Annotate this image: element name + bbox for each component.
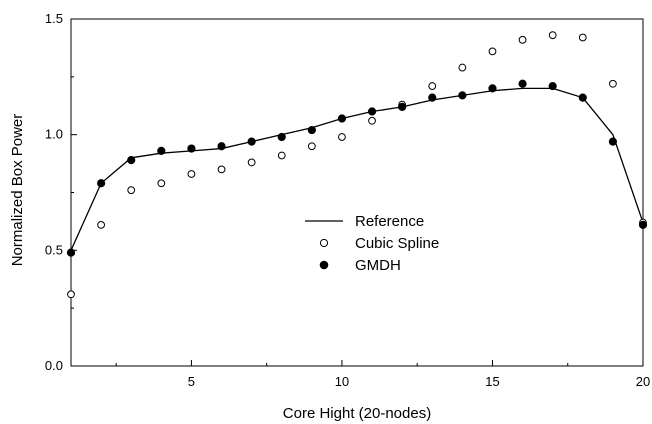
gmdh-point bbox=[488, 84, 497, 93]
gmdh-point bbox=[518, 79, 527, 88]
cubic-spline-point bbox=[127, 186, 136, 195]
data-series bbox=[66, 31, 648, 299]
series-reference bbox=[70, 87, 644, 251]
x-tick-label: 15 bbox=[485, 374, 499, 389]
cubic-spline-point bbox=[608, 79, 617, 88]
gmdh-point bbox=[458, 91, 467, 100]
gmdh-point bbox=[428, 93, 437, 102]
cubic-spline-point bbox=[338, 133, 346, 141]
gmdh-point bbox=[608, 137, 617, 146]
legend-item: Cubic Spline bbox=[319, 235, 439, 252]
gmdh-point bbox=[578, 93, 587, 102]
gmdh-point bbox=[247, 137, 256, 146]
legend-filled-circle-swatch bbox=[319, 260, 329, 270]
cubic-spline-point bbox=[307, 142, 316, 151]
plot-border bbox=[70, 18, 644, 367]
gmdh-point bbox=[307, 125, 316, 135]
legend-label: Reference bbox=[355, 213, 424, 230]
axis-ticks bbox=[71, 18, 644, 367]
cubic-spline-point bbox=[277, 151, 286, 160]
gmdh-point bbox=[277, 132, 286, 142]
cubic-spline-point bbox=[458, 63, 467, 72]
reference-line bbox=[70, 87, 644, 251]
x-tick-label: 20 bbox=[636, 374, 650, 389]
gmdh-point bbox=[127, 156, 136, 165]
cubic-spline-point bbox=[187, 170, 196, 178]
gmdh-point bbox=[337, 114, 347, 123]
cubic-spline-point bbox=[368, 116, 376, 125]
legend-item: GMDH bbox=[319, 257, 401, 274]
x-tick-label: 10 bbox=[335, 374, 349, 389]
y-tick-label: 0.5 bbox=[45, 242, 63, 257]
gmdh-point bbox=[97, 179, 106, 188]
legend-open-circle-swatch bbox=[319, 238, 329, 248]
cubic-spline-point bbox=[67, 290, 75, 299]
x-tick-label: 5 bbox=[188, 374, 195, 389]
gmdh-point bbox=[187, 144, 196, 153]
y-tick-label: 0.0 bbox=[45, 358, 63, 373]
legend-label: GMDH bbox=[355, 257, 401, 274]
gmdh-point bbox=[367, 107, 377, 116]
cubic-spline-point bbox=[548, 31, 557, 40]
gmdh-point bbox=[398, 102, 407, 112]
legend-label: Cubic Spline bbox=[355, 235, 439, 252]
x-axis-label: Core Hight (20-nodes) bbox=[283, 405, 431, 422]
gmdh-point bbox=[217, 142, 226, 151]
cubic-spline-point bbox=[428, 82, 437, 90]
series-gmdh bbox=[66, 79, 648, 257]
gmdh-point bbox=[638, 220, 648, 229]
y-tick-label: 1.0 bbox=[45, 127, 63, 142]
gmdh-point bbox=[66, 248, 76, 257]
gmdh-point bbox=[157, 146, 166, 155]
cubic-spline-point bbox=[518, 35, 527, 44]
legend: Reference Cubic Spline GMDH bbox=[305, 213, 439, 274]
gmdh-point bbox=[548, 81, 557, 91]
cubic-spline-point bbox=[157, 179, 166, 188]
plot-frame bbox=[70, 18, 644, 367]
cubic-spline-point bbox=[217, 165, 226, 174]
y-tick-label: 1.5 bbox=[45, 11, 63, 26]
cubic-spline-point bbox=[247, 158, 256, 167]
y-axis-label: Normalized Box Power bbox=[9, 114, 26, 267]
cubic-spline-point bbox=[578, 33, 587, 42]
legend-item: Reference bbox=[305, 213, 424, 230]
cubic-spline-point bbox=[97, 220, 106, 229]
cubic-spline-point bbox=[488, 47, 497, 56]
axis-tick-labels: 5 10 15 20 0.0 0.5 1.0 1.5 bbox=[45, 11, 650, 389]
